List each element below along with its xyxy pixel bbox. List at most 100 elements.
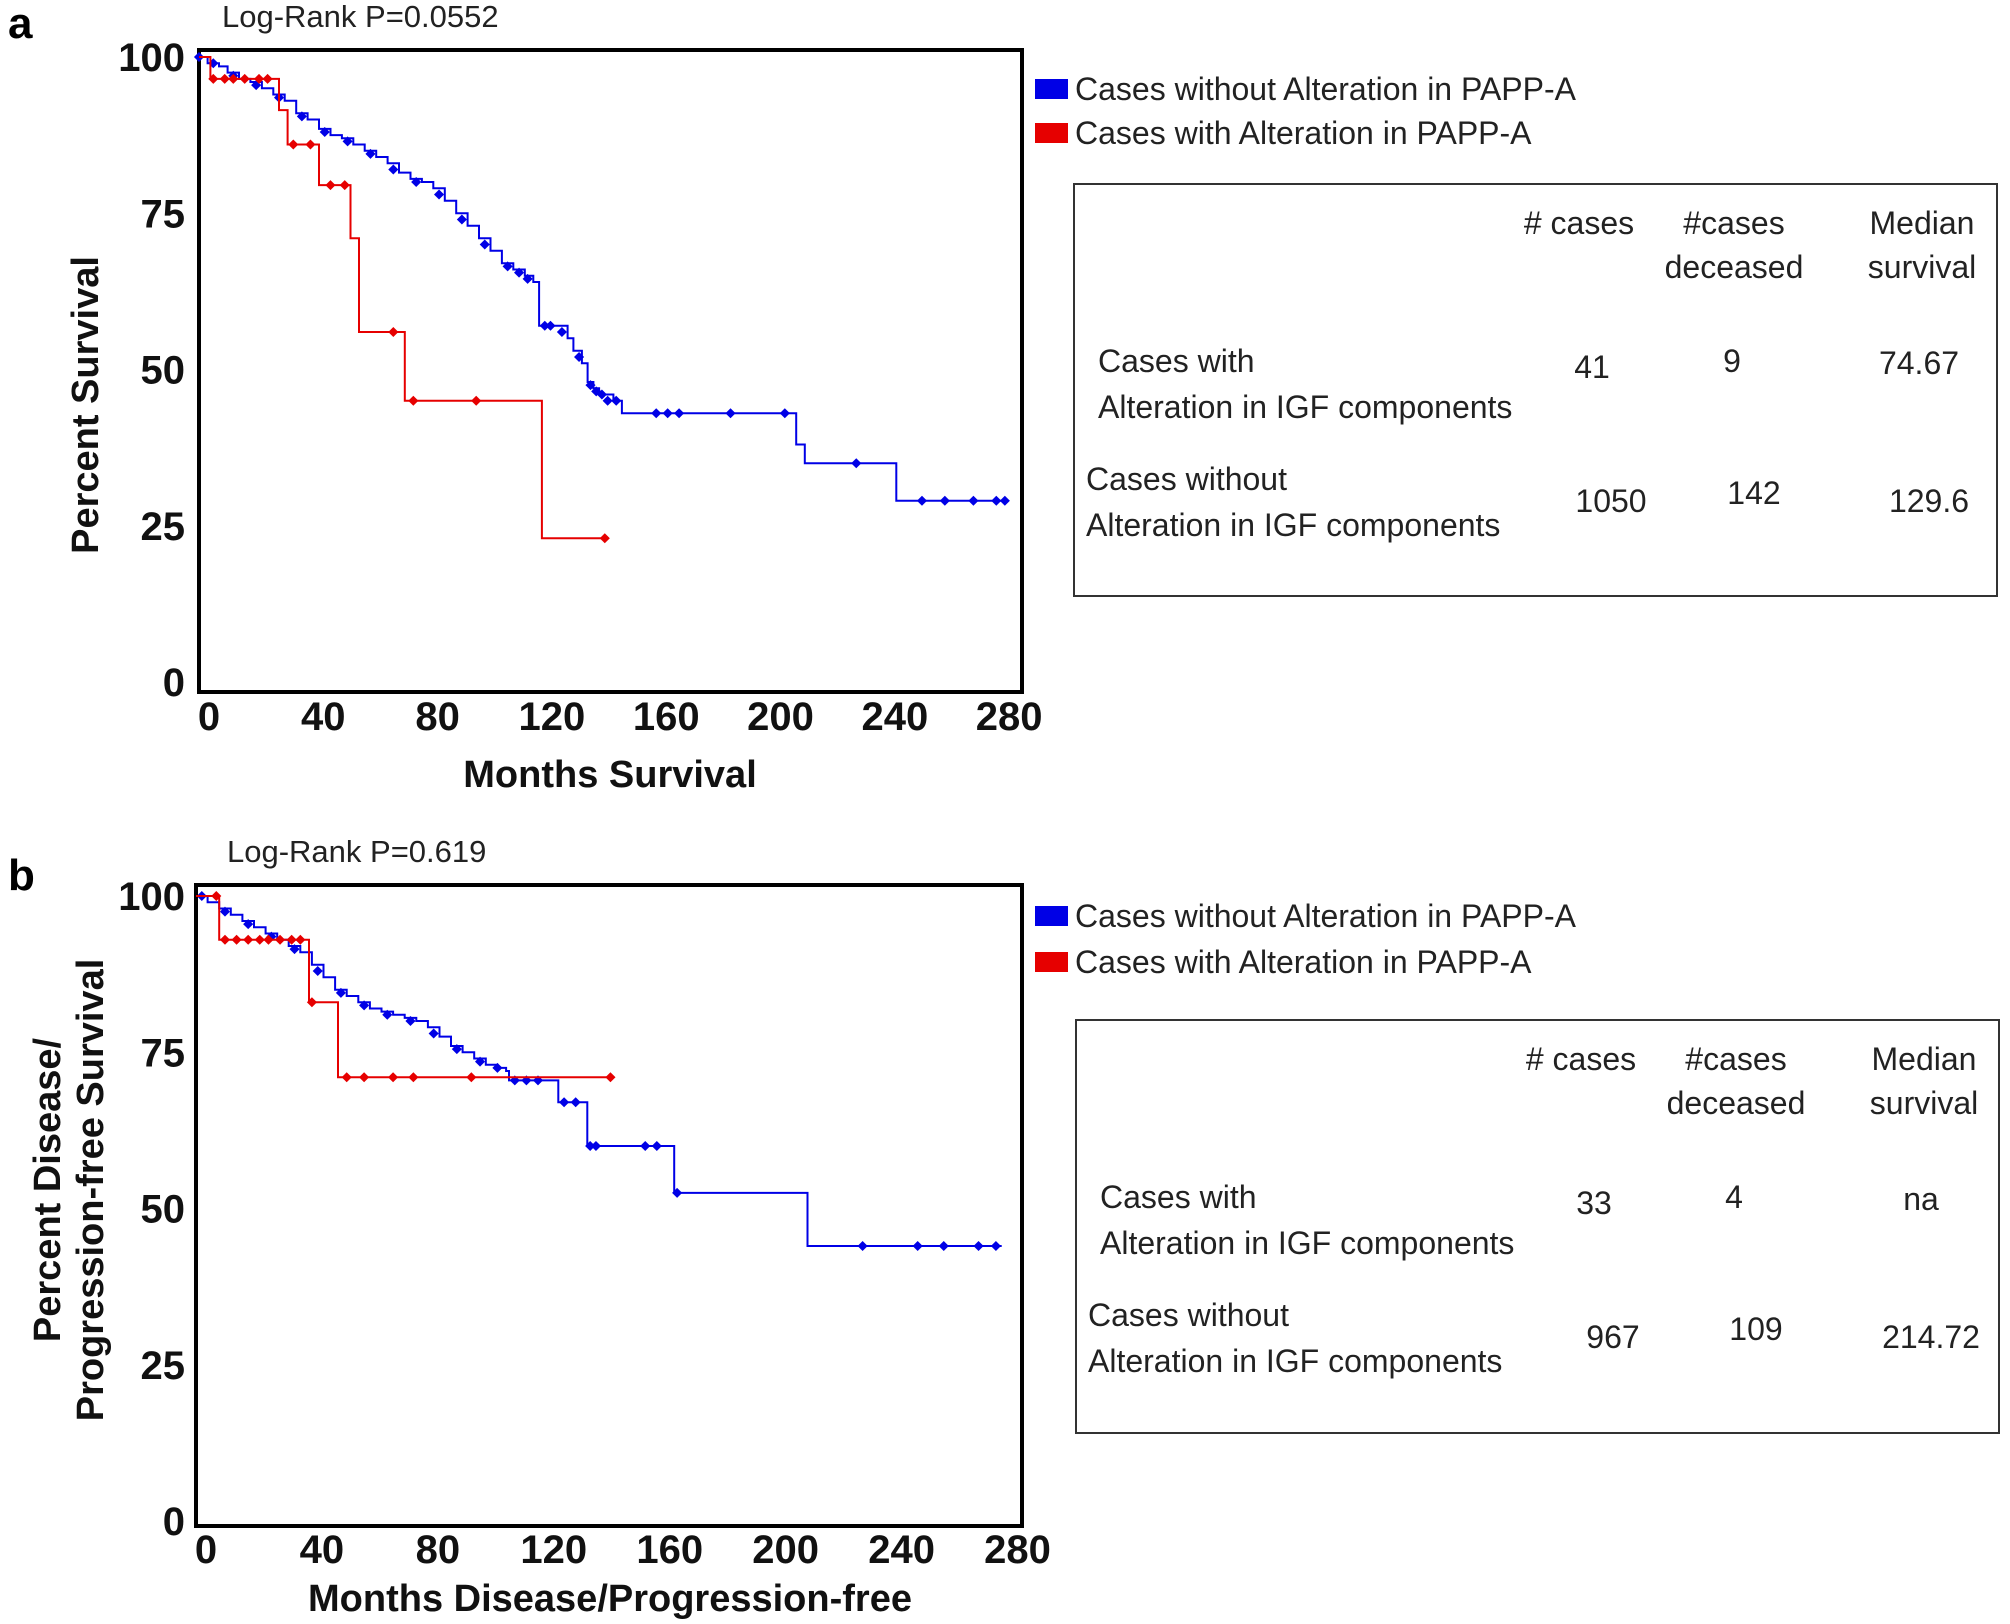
panel-a-table-row-label: Cases without — [1086, 461, 1287, 497]
panel-a-table-header: #cases — [1683, 205, 1784, 241]
panel-a-censor-mark — [916, 495, 928, 506]
panel-b-legend-label: Cases without Alteration in PAPP-A — [1075, 898, 1577, 934]
panel-a-ytick-label: 100 — [118, 36, 185, 80]
panel-a-table-cell: 129.6 — [1889, 483, 1969, 519]
panel-b-km-curve — [196, 895, 1002, 1247]
panel-a-legend-swatch — [1035, 123, 1068, 143]
panel-b-xtick-label: 200 — [752, 1528, 819, 1572]
panel-a-km-curve — [199, 56, 1005, 502]
panel-b-censor-mark — [243, 919, 254, 930]
panel-b-censor-mark — [359, 1072, 370, 1083]
panel-b-table-row-label: Cases with — [1100, 1179, 1257, 1215]
panel-b-censor-mark — [912, 1240, 923, 1252]
panel-b-legend-swatch — [1035, 906, 1068, 926]
panel-a-censor-mark — [968, 495, 979, 506]
panel-b-censor-mark — [312, 965, 323, 977]
panel-a-censor-mark — [296, 111, 307, 122]
panel-a-xtick-label: 200 — [747, 695, 814, 739]
panel-a-censor-mark — [479, 239, 490, 250]
panel-b-ytick-label: 75 — [141, 1031, 186, 1075]
panel-a-series-without-alteration — [193, 51, 1010, 506]
panel-a-censor-mark — [471, 395, 482, 406]
panel-a-table-cell: 41 — [1574, 349, 1610, 385]
panel-a-censor-mark — [411, 176, 422, 188]
panel-a-censor-mark — [674, 408, 685, 419]
panel-b-censor-mark — [382, 1009, 393, 1020]
panel-b-censor-mark — [973, 1240, 984, 1252]
panel-b-xtick-label: 120 — [520, 1528, 587, 1572]
panel-b-letter: b — [8, 851, 35, 900]
panel-a-ytick-label: 50 — [141, 349, 186, 393]
panel-b-table-cell: 967 — [1586, 1319, 1639, 1355]
panel-a-table-header: # cases — [1524, 205, 1634, 241]
panel-a-table-border — [1073, 183, 1998, 597]
panel-b-table-row-label: Cases without — [1088, 1297, 1289, 1333]
panel-b-censor-mark — [466, 1072, 477, 1083]
panel-a-xtick-label: 0 — [198, 695, 220, 739]
panel-b-censor-mark — [559, 1097, 570, 1108]
panel-a-table-cell: 1050 — [1575, 483, 1646, 519]
panel-a-censor-mark — [999, 495, 1010, 506]
panel-a-xtick-label: 80 — [415, 695, 460, 739]
panel-a-table-cell: 74.67 — [1879, 345, 1959, 381]
panel-b-censor-mark — [672, 1187, 683, 1198]
panel-a-table-header: Median — [1870, 205, 1975, 241]
panel-a-censor-mark — [325, 180, 336, 191]
panel-a-y-axis-label: Percent Survival — [65, 256, 107, 554]
panel-b-table-row-label: Alteration in IGF components — [1088, 1343, 1502, 1379]
panel-b-censor-mark — [408, 1072, 419, 1083]
panel-b-ytick-label: 100 — [118, 875, 185, 919]
panel-b-censor-mark — [938, 1240, 949, 1252]
panel-a-table-header: survival — [1868, 249, 1976, 285]
panel-b-censor-mark — [990, 1240, 1001, 1252]
panel-a-censor-mark — [599, 533, 610, 544]
panel-b-censor-mark — [295, 934, 306, 945]
panel-a-censor-mark — [602, 395, 613, 406]
panel-a-x-axis-label: Months Survival — [463, 754, 757, 796]
panel-a-censor-mark — [388, 164, 399, 175]
panel-a-summary-table: # cases #cases deceased Median survival Cases… — [1073, 183, 1998, 597]
panel-b-censor-mark — [254, 934, 265, 945]
panel-a-censor-mark — [305, 139, 316, 150]
panel-b-km-curve — [196, 895, 611, 1079]
panel-a-legend-label: Cases with Alteration in PAPP-A — [1075, 115, 1532, 151]
panel-a-censor-mark — [433, 189, 445, 200]
panel-a-censor-mark — [939, 495, 950, 506]
panel-a-censor-mark — [208, 73, 219, 84]
panel-a: a Log-Rank P=0.0552 0 25 50 75 100 0 40 80 120 160 2… — [8, 0, 1998, 796]
panel-b-censor-mark — [405, 1015, 416, 1027]
panel-b-table-cell: 4 — [1725, 1179, 1743, 1215]
panel-a-censor-mark — [574, 351, 585, 363]
panel-b-table-header: # cases — [1526, 1041, 1636, 1077]
panel-a-logrank-pvalue: Log-Rank P=0.0552 — [222, 0, 499, 34]
panel-b: b Log-Rank P=0.619 0 25 50 75 100 0 40 80 120 160 20… — [8, 834, 2000, 1620]
panel-b-censor-mark — [651, 1140, 662, 1152]
panel-a-xtick-label: 160 — [633, 695, 700, 739]
panel-a-censor-mark — [388, 326, 399, 338]
panel-b-xtick-label: 40 — [300, 1528, 345, 1572]
panel-b-censor-mark — [474, 1056, 486, 1067]
panel-b-logrank-pvalue: Log-Rank P=0.619 — [227, 834, 486, 869]
panel-a-table-cell: 142 — [1727, 475, 1780, 511]
panel-b-censor-mark — [492, 1062, 503, 1073]
panel-b-xtick-label: 280 — [984, 1528, 1051, 1572]
panel-b-ytick-label: 25 — [141, 1344, 186, 1388]
panel-b-censor-mark — [231, 934, 242, 945]
panel-b-censor-mark — [274, 934, 286, 945]
panel-a-censor-mark — [513, 267, 525, 278]
panel-a-table-header: deceased — [1665, 249, 1804, 285]
panel-b-xtick-label: 240 — [868, 1528, 935, 1572]
panel-a-table-row-label: Alteration in IGF components — [1086, 507, 1500, 543]
panel-a-km-curve — [199, 56, 605, 540]
panel-b-series-with-alteration — [196, 890, 616, 1083]
panel-b-table-header: deceased — [1667, 1085, 1806, 1121]
panel-b-censor-mark — [451, 1044, 462, 1055]
panel-b-censor-mark — [289, 944, 300, 955]
panel-a-censor-mark — [662, 408, 673, 419]
panel-b-xtick-label: 0 — [195, 1528, 217, 1572]
panel-b-legend-label: Cases with Alteration in PAPP-A — [1075, 944, 1532, 980]
panel-a-censor-mark — [239, 73, 250, 84]
panel-a-ytick-label: 25 — [141, 505, 186, 549]
panel-a-censor-mark — [522, 273, 533, 284]
